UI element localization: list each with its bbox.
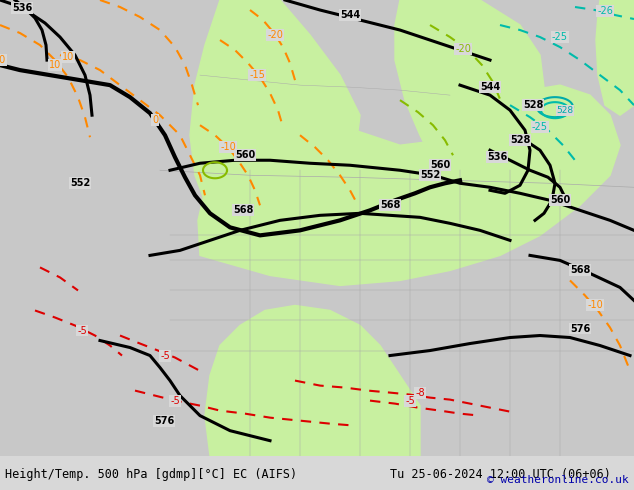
Text: -26: -26 — [597, 6, 613, 16]
Text: 544: 544 — [340, 10, 360, 20]
Text: 10: 10 — [49, 60, 61, 70]
Text: 552: 552 — [70, 178, 90, 188]
Text: Height/Temp. 500 hPa [gdmp][°C] EC (AIFS): Height/Temp. 500 hPa [gdmp][°C] EC (AIFS… — [5, 468, 297, 481]
Text: 528: 528 — [557, 106, 574, 115]
Text: 560: 560 — [430, 160, 450, 170]
Polygon shape — [198, 85, 620, 286]
Text: 0: 0 — [152, 115, 158, 125]
Text: -8: -8 — [415, 388, 425, 397]
Polygon shape — [596, 0, 634, 115]
Text: -10: -10 — [587, 300, 603, 311]
Text: 552: 552 — [420, 170, 440, 180]
Text: 576: 576 — [570, 323, 590, 334]
Text: -15: -15 — [249, 70, 265, 80]
Text: -20: -20 — [267, 30, 283, 40]
Polygon shape — [205, 305, 420, 456]
Text: 576: 576 — [154, 416, 174, 426]
Text: Tu 25-06-2024 12:00 UTC (06+06): Tu 25-06-2024 12:00 UTC (06+06) — [390, 468, 611, 481]
Text: © weatheronline.co.uk: © weatheronline.co.uk — [488, 475, 629, 485]
Text: 536: 536 — [12, 3, 32, 13]
Text: 528: 528 — [523, 100, 543, 110]
Text: 568: 568 — [233, 205, 253, 215]
Text: 568: 568 — [380, 200, 400, 210]
Text: 544: 544 — [480, 82, 500, 92]
Text: -5: -5 — [160, 350, 170, 361]
Text: -20: -20 — [455, 44, 471, 54]
Polygon shape — [470, 105, 555, 207]
Text: 528: 528 — [510, 135, 530, 145]
Text: -25: -25 — [552, 32, 568, 42]
Text: 10: 10 — [0, 55, 6, 65]
Text: 568: 568 — [570, 266, 590, 275]
Text: -25: -25 — [532, 122, 548, 132]
Text: 560: 560 — [235, 150, 255, 160]
Text: -5: -5 — [77, 325, 87, 336]
Text: -10: -10 — [220, 142, 236, 152]
Text: -5: -5 — [170, 395, 180, 406]
Text: 536: 536 — [487, 152, 507, 162]
Text: 560: 560 — [550, 196, 570, 205]
Polygon shape — [395, 0, 545, 190]
Text: 10: 10 — [62, 52, 74, 62]
Text: -5: -5 — [405, 395, 415, 406]
Polygon shape — [190, 0, 360, 255]
